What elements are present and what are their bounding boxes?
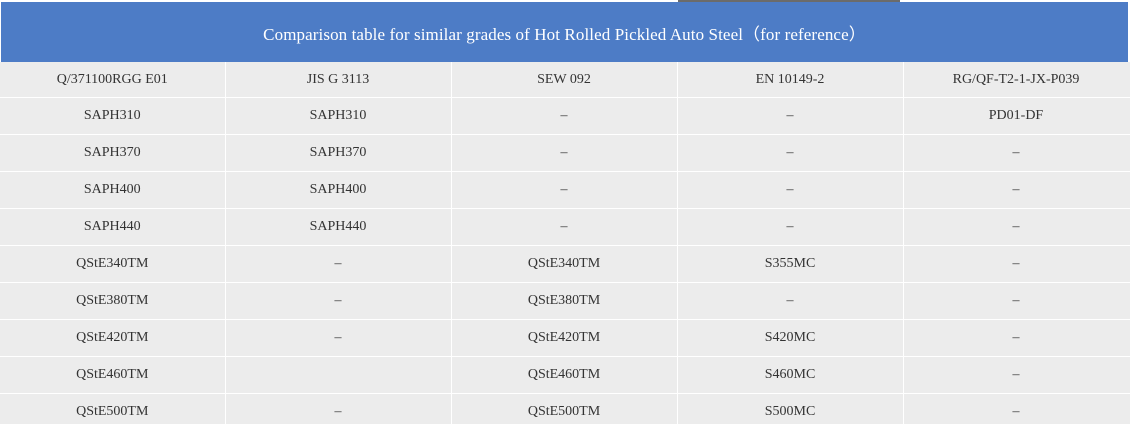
table-cell: QStE420TM [451,319,678,357]
table-cell: SAPH440 [0,208,226,246]
table-cell: – [225,282,452,320]
table-cell: – [677,97,904,135]
grade-comparison-table: Q/371100RGG E01 JIS G 3113 SEW 092 EN 10… [0,62,1130,424]
header-cell-en: EN 10149-2 [677,62,904,98]
table-row: QStE340TM – QStE340TM S355MC – [0,245,1130,283]
table-cell: S460MC [677,356,904,394]
table-cell: – [903,393,1130,424]
table-cell: QStE420TM [0,319,226,357]
table-cell: – [677,208,904,246]
table-row: QStE500TM – QStE500TM S500MC – [0,393,1130,424]
table-cell: QStE340TM [451,245,678,283]
table-cell: S420MC [677,319,904,357]
table-cell: – [677,171,904,209]
table-row: QStE460TM QStE460TM S460MC – [0,356,1130,394]
header-cell-sew: SEW 092 [451,62,678,98]
table-cell: PD01-DF [903,97,1130,135]
table-cell: – [677,134,904,172]
table-cell: – [451,171,678,209]
table-cell: QStE460TM [451,356,678,394]
table-cell: QStE500TM [0,393,226,424]
top-border-accent [678,0,900,2]
table-cell: SAPH370 [225,134,452,172]
header-cell-standard-q371100: Q/371100RGG E01 [0,62,226,98]
table-cell: – [451,97,678,135]
table-cell: QStE380TM [0,282,226,320]
table-row: SAPH440 SAPH440 – – – [0,208,1130,246]
top-border [0,0,1130,2]
table-row: SAPH370 SAPH370 – – – [0,134,1130,172]
table-cell: SAPH400 [0,171,226,209]
table-cell: – [903,134,1130,172]
table-cell: – [903,171,1130,209]
table-title: Comparison table for similar grades of H… [1,2,1128,62]
table-cell: SAPH310 [0,97,226,135]
header-cell-jis: JIS G 3113 [225,62,452,98]
table-cell: – [225,245,452,283]
table-cell: SAPH370 [0,134,226,172]
table-row: SAPH400 SAPH400 – – – [0,171,1130,209]
table-cell: SAPH310 [225,97,452,135]
table-cell: QStE500TM [451,393,678,424]
table-row: QStE380TM – QStE380TM – – [0,282,1130,320]
table-cell: – [903,282,1130,320]
table-cell: QStE380TM [451,282,678,320]
table-cell: QStE340TM [0,245,226,283]
table-row: QStE420TM – QStE420TM S420MC – [0,319,1130,357]
table-cell: SAPH440 [225,208,452,246]
table-header-row: Q/371100RGG E01 JIS G 3113 SEW 092 EN 10… [0,62,1130,98]
header-cell-rgqf: RG/QF-T2-1-JX-P039 [903,62,1130,98]
table-cell: – [225,319,452,357]
table-cell: – [903,245,1130,283]
table-cell: – [903,356,1130,394]
table-cell: – [225,393,452,424]
table-cell: QStE460TM [0,356,226,394]
table-cell: – [903,319,1130,357]
table-cell: SAPH400 [225,171,452,209]
table-cell: – [451,208,678,246]
table-cell: S500MC [677,393,904,424]
table-cell: – [903,208,1130,246]
table-cell: – [451,134,678,172]
table-cell: – [677,282,904,320]
table-cell: S355MC [677,245,904,283]
table-row: SAPH310 SAPH310 – – PD01-DF [0,97,1130,135]
table-cell [225,356,452,394]
